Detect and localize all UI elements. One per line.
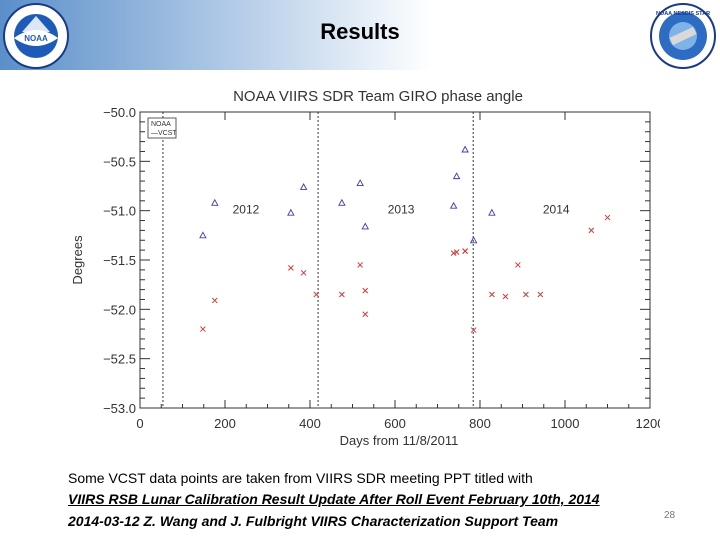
- y-tick-label: −52.5: [103, 352, 136, 367]
- legend-box: [147, 117, 177, 139]
- vcst-data-point: [313, 291, 320, 298]
- vcst-data-point: [357, 262, 364, 268]
- vcst-data-point: [339, 291, 345, 298]
- noaa-data-point: [299, 183, 308, 190]
- noaa-logo-icon: NOAA: [3, 3, 69, 69]
- vcst-data-point: [200, 326, 206, 332]
- vcst-data-point: [362, 287, 369, 294]
- vcst-data-point: [288, 265, 294, 271]
- nesdis-star-logo-icon: NOAA NESDIS STAR: [650, 3, 716, 69]
- noaa-data-point: [488, 208, 496, 216]
- legend-entry: NOAA: [151, 121, 171, 128]
- noaa-data-point: [338, 198, 346, 206]
- svg-text:NOAA: NOAA: [24, 34, 48, 43]
- noaa-data-point: [469, 236, 478, 244]
- vcst-data-point: [588, 227, 595, 234]
- y-tick-label: −50.5: [103, 154, 136, 169]
- noaa-data-point: [461, 145, 469, 153]
- caption-line-1: Some VCST data points are taken from VII…: [68, 470, 533, 486]
- vcst-data-point: [523, 291, 529, 298]
- chart-legend: NOAA —VCST: [147, 117, 177, 139]
- vcst-data-point: [604, 214, 611, 221]
- x-tick-label: 1200: [636, 416, 660, 431]
- vcst-data-point: [462, 248, 468, 254]
- noaa-data-point: [199, 231, 207, 239]
- noaa-data-point: [452, 172, 461, 180]
- vcst-data-point: [362, 311, 369, 318]
- x-tick-label: 200: [214, 416, 236, 431]
- noaa-data-point: [287, 208, 295, 216]
- x-axis-label: Days from 11/8/2011: [340, 433, 459, 448]
- x-tick-label: 0: [136, 416, 143, 431]
- vcst-data-point: [470, 327, 477, 333]
- plot-frame: [139, 111, 651, 409]
- y-tick-label: −53.0: [103, 401, 136, 416]
- caption-line-2: VIIRS RSB Lunar Calibration Result Updat…: [68, 491, 600, 507]
- vcst-data-point: [489, 291, 495, 298]
- vcst-data-point: [300, 269, 307, 276]
- x-tick-label: 800: [469, 416, 491, 431]
- year-label: 2013: [388, 203, 415, 217]
- y-axis-label: Degrees: [70, 235, 85, 285]
- year-label: 2012: [233, 203, 260, 217]
- vcst-data-point: [211, 297, 218, 304]
- y-tick-label: −51.5: [103, 253, 136, 268]
- y-tick-label: −51.0: [103, 204, 136, 219]
- caption-line-3: 2014-03-12 Z. Wang and J. Fulbright VIIR…: [68, 513, 559, 529]
- slide-header: [0, 0, 720, 70]
- x-tick-label: 600: [384, 416, 406, 431]
- y-tick-label: −52.0: [103, 302, 136, 317]
- vcst-data-point: [514, 262, 521, 268]
- giro-phase-angle-chart: NOAA VIIRS SDR Team GIRO phase angle 0 20…: [70, 88, 660, 448]
- svg-text:NOAA NESDIS STAR: NOAA NESDIS STAR: [656, 11, 710, 17]
- slide-title: Results: [320, 19, 400, 44]
- noaa-data-point: [356, 179, 364, 186]
- x-tick-label: 1000: [551, 416, 580, 431]
- x-tick-label: 400: [299, 416, 321, 431]
- legend-entry: —VCST: [151, 130, 177, 137]
- y-tick-label: −50.0: [103, 105, 136, 120]
- vcst-data-point: [537, 291, 544, 298]
- page-number: 28: [664, 510, 676, 521]
- noaa-data-point: [361, 222, 370, 230]
- year-label: 2014: [543, 203, 570, 217]
- vcst-data-point: [502, 293, 509, 300]
- chart-title: NOAA VIIRS SDR Team GIRO phase angle: [233, 88, 523, 105]
- noaa-data-point: [449, 201, 458, 209]
- noaa-data-point: [211, 198, 219, 206]
- vcst-data-point: [453, 249, 460, 255]
